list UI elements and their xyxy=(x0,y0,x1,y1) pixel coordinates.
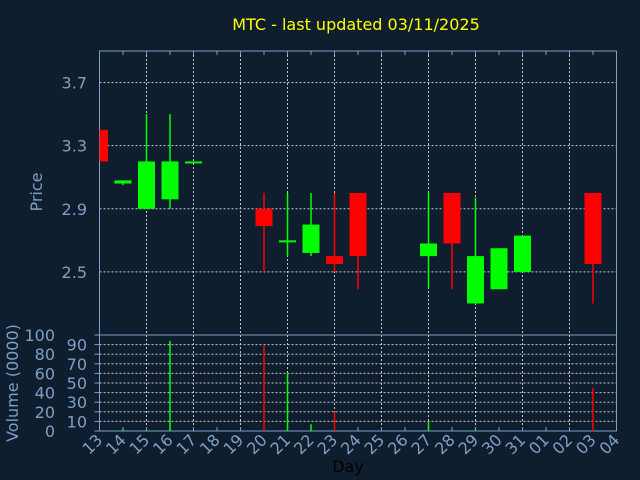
price-tick-label: 3.3 xyxy=(62,137,87,156)
candle-body xyxy=(349,193,367,257)
volume-tick-label: 20 xyxy=(35,403,55,422)
x-tick-label: 04 xyxy=(595,430,623,458)
chart-title: MTC - last updated 03/11/2025 xyxy=(232,15,480,34)
volume-tick-label: 60 xyxy=(35,364,55,383)
volume-tick-label: 40 xyxy=(35,384,55,403)
candles xyxy=(99,114,602,304)
volume-tick-label: 100 xyxy=(24,326,55,345)
price-tick-label: 3.7 xyxy=(62,74,87,93)
candle-body xyxy=(161,161,179,200)
price-tick-label: 2.9 xyxy=(62,200,87,219)
volume-tick-label: 10 xyxy=(67,412,87,431)
volume-tick-label: 70 xyxy=(67,355,87,374)
candle-body xyxy=(584,193,602,264)
candle-body xyxy=(302,224,320,253)
candle-body xyxy=(514,235,531,272)
candle-body xyxy=(114,180,132,184)
candle-body xyxy=(138,161,155,209)
price-axis-label: Price xyxy=(27,172,46,211)
price-tick-label: 2.5 xyxy=(62,263,87,282)
volume-tick-label: 80 xyxy=(35,345,55,364)
candle-body xyxy=(467,256,484,304)
volume-tick-label: 50 xyxy=(67,374,87,393)
volume-tick-label: 0 xyxy=(45,422,55,441)
candle-body xyxy=(99,129,108,162)
candle-body xyxy=(443,193,461,244)
volume-tick-label: 90 xyxy=(67,336,87,355)
candle-body xyxy=(185,161,202,164)
candle-body xyxy=(326,256,343,264)
candle-body xyxy=(255,208,273,227)
candle-body xyxy=(420,243,437,257)
day-axis-label: Day xyxy=(332,457,364,476)
candle-body xyxy=(490,248,508,290)
volume-tick-label: 30 xyxy=(67,393,87,412)
candle-body xyxy=(279,240,296,243)
volume-axis-label: Volume (0000) xyxy=(3,324,22,442)
